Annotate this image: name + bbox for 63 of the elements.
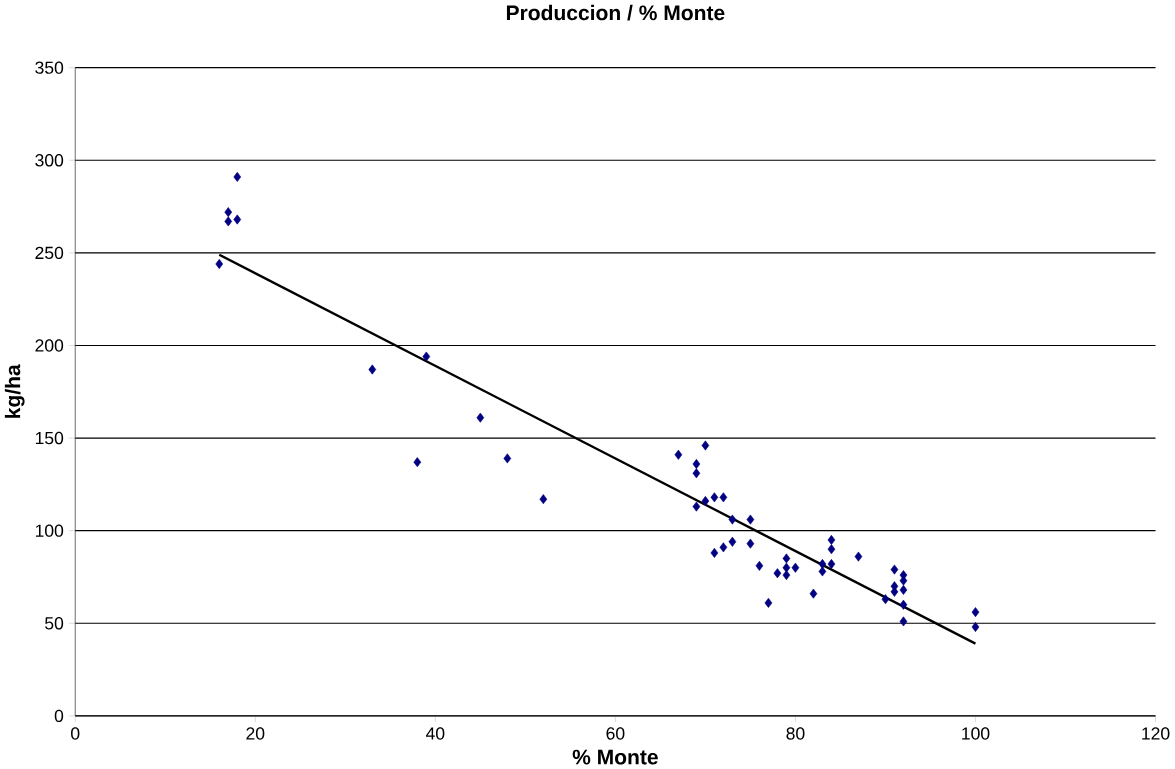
point bbox=[233, 171, 242, 182]
point bbox=[728, 536, 737, 547]
x-tick-label: 100 bbox=[962, 727, 990, 740]
x-tick-label: 120 bbox=[1142, 727, 1170, 740]
y-axis-title: kg/ha bbox=[4, 363, 25, 418]
point bbox=[719, 542, 728, 553]
x-tick-label: 0 bbox=[71, 727, 80, 740]
x-axis-title: % Monte bbox=[572, 749, 658, 765]
point bbox=[701, 495, 710, 506]
point bbox=[368, 364, 377, 375]
point bbox=[782, 553, 791, 564]
point bbox=[215, 258, 224, 269]
point bbox=[224, 216, 233, 227]
point bbox=[224, 206, 233, 217]
point bbox=[692, 458, 701, 469]
x-tick-label: 40 bbox=[425, 727, 445, 740]
point bbox=[413, 457, 422, 467]
point bbox=[809, 588, 818, 599]
y-tick-label: 200 bbox=[35, 339, 64, 352]
point bbox=[719, 492, 728, 503]
point bbox=[503, 453, 512, 464]
point bbox=[827, 558, 836, 569]
point bbox=[710, 492, 719, 503]
x-tick-label: 20 bbox=[246, 727, 265, 740]
point bbox=[233, 214, 242, 225]
point bbox=[818, 558, 827, 569]
point bbox=[710, 547, 719, 558]
point bbox=[674, 449, 683, 460]
y-tick-label: 300 bbox=[35, 153, 64, 167]
y-tick-label: 50 bbox=[45, 616, 64, 630]
point bbox=[701, 440, 710, 451]
point bbox=[854, 551, 863, 562]
chart-title: Produccion / % Monte bbox=[506, 4, 725, 21]
point bbox=[827, 544, 836, 554]
point bbox=[899, 584, 908, 595]
point bbox=[890, 564, 899, 575]
point bbox=[881, 594, 890, 604]
point bbox=[971, 621, 980, 632]
point bbox=[728, 514, 737, 525]
y-tick-label: 0 bbox=[54, 709, 64, 722]
point bbox=[539, 494, 548, 504]
point bbox=[827, 534, 836, 545]
point bbox=[899, 616, 908, 627]
point bbox=[899, 599, 908, 610]
point bbox=[746, 538, 755, 549]
y-tick-label: 150 bbox=[35, 431, 64, 445]
point bbox=[746, 514, 755, 525]
point bbox=[422, 351, 431, 362]
point bbox=[692, 501, 701, 512]
y-tick-label: 250 bbox=[35, 246, 64, 259]
point bbox=[476, 412, 485, 423]
point bbox=[692, 468, 701, 479]
point bbox=[773, 568, 782, 579]
point bbox=[782, 562, 791, 573]
point bbox=[818, 566, 827, 577]
x-tick-label: 80 bbox=[786, 727, 805, 740]
y-tick-label: 100 bbox=[35, 524, 64, 537]
point bbox=[971, 607, 980, 617]
point bbox=[791, 562, 800, 573]
point bbox=[755, 560, 764, 571]
x-tick-label: 60 bbox=[606, 727, 625, 740]
y-tick-label: 350 bbox=[35, 61, 64, 74]
point bbox=[764, 597, 773, 608]
